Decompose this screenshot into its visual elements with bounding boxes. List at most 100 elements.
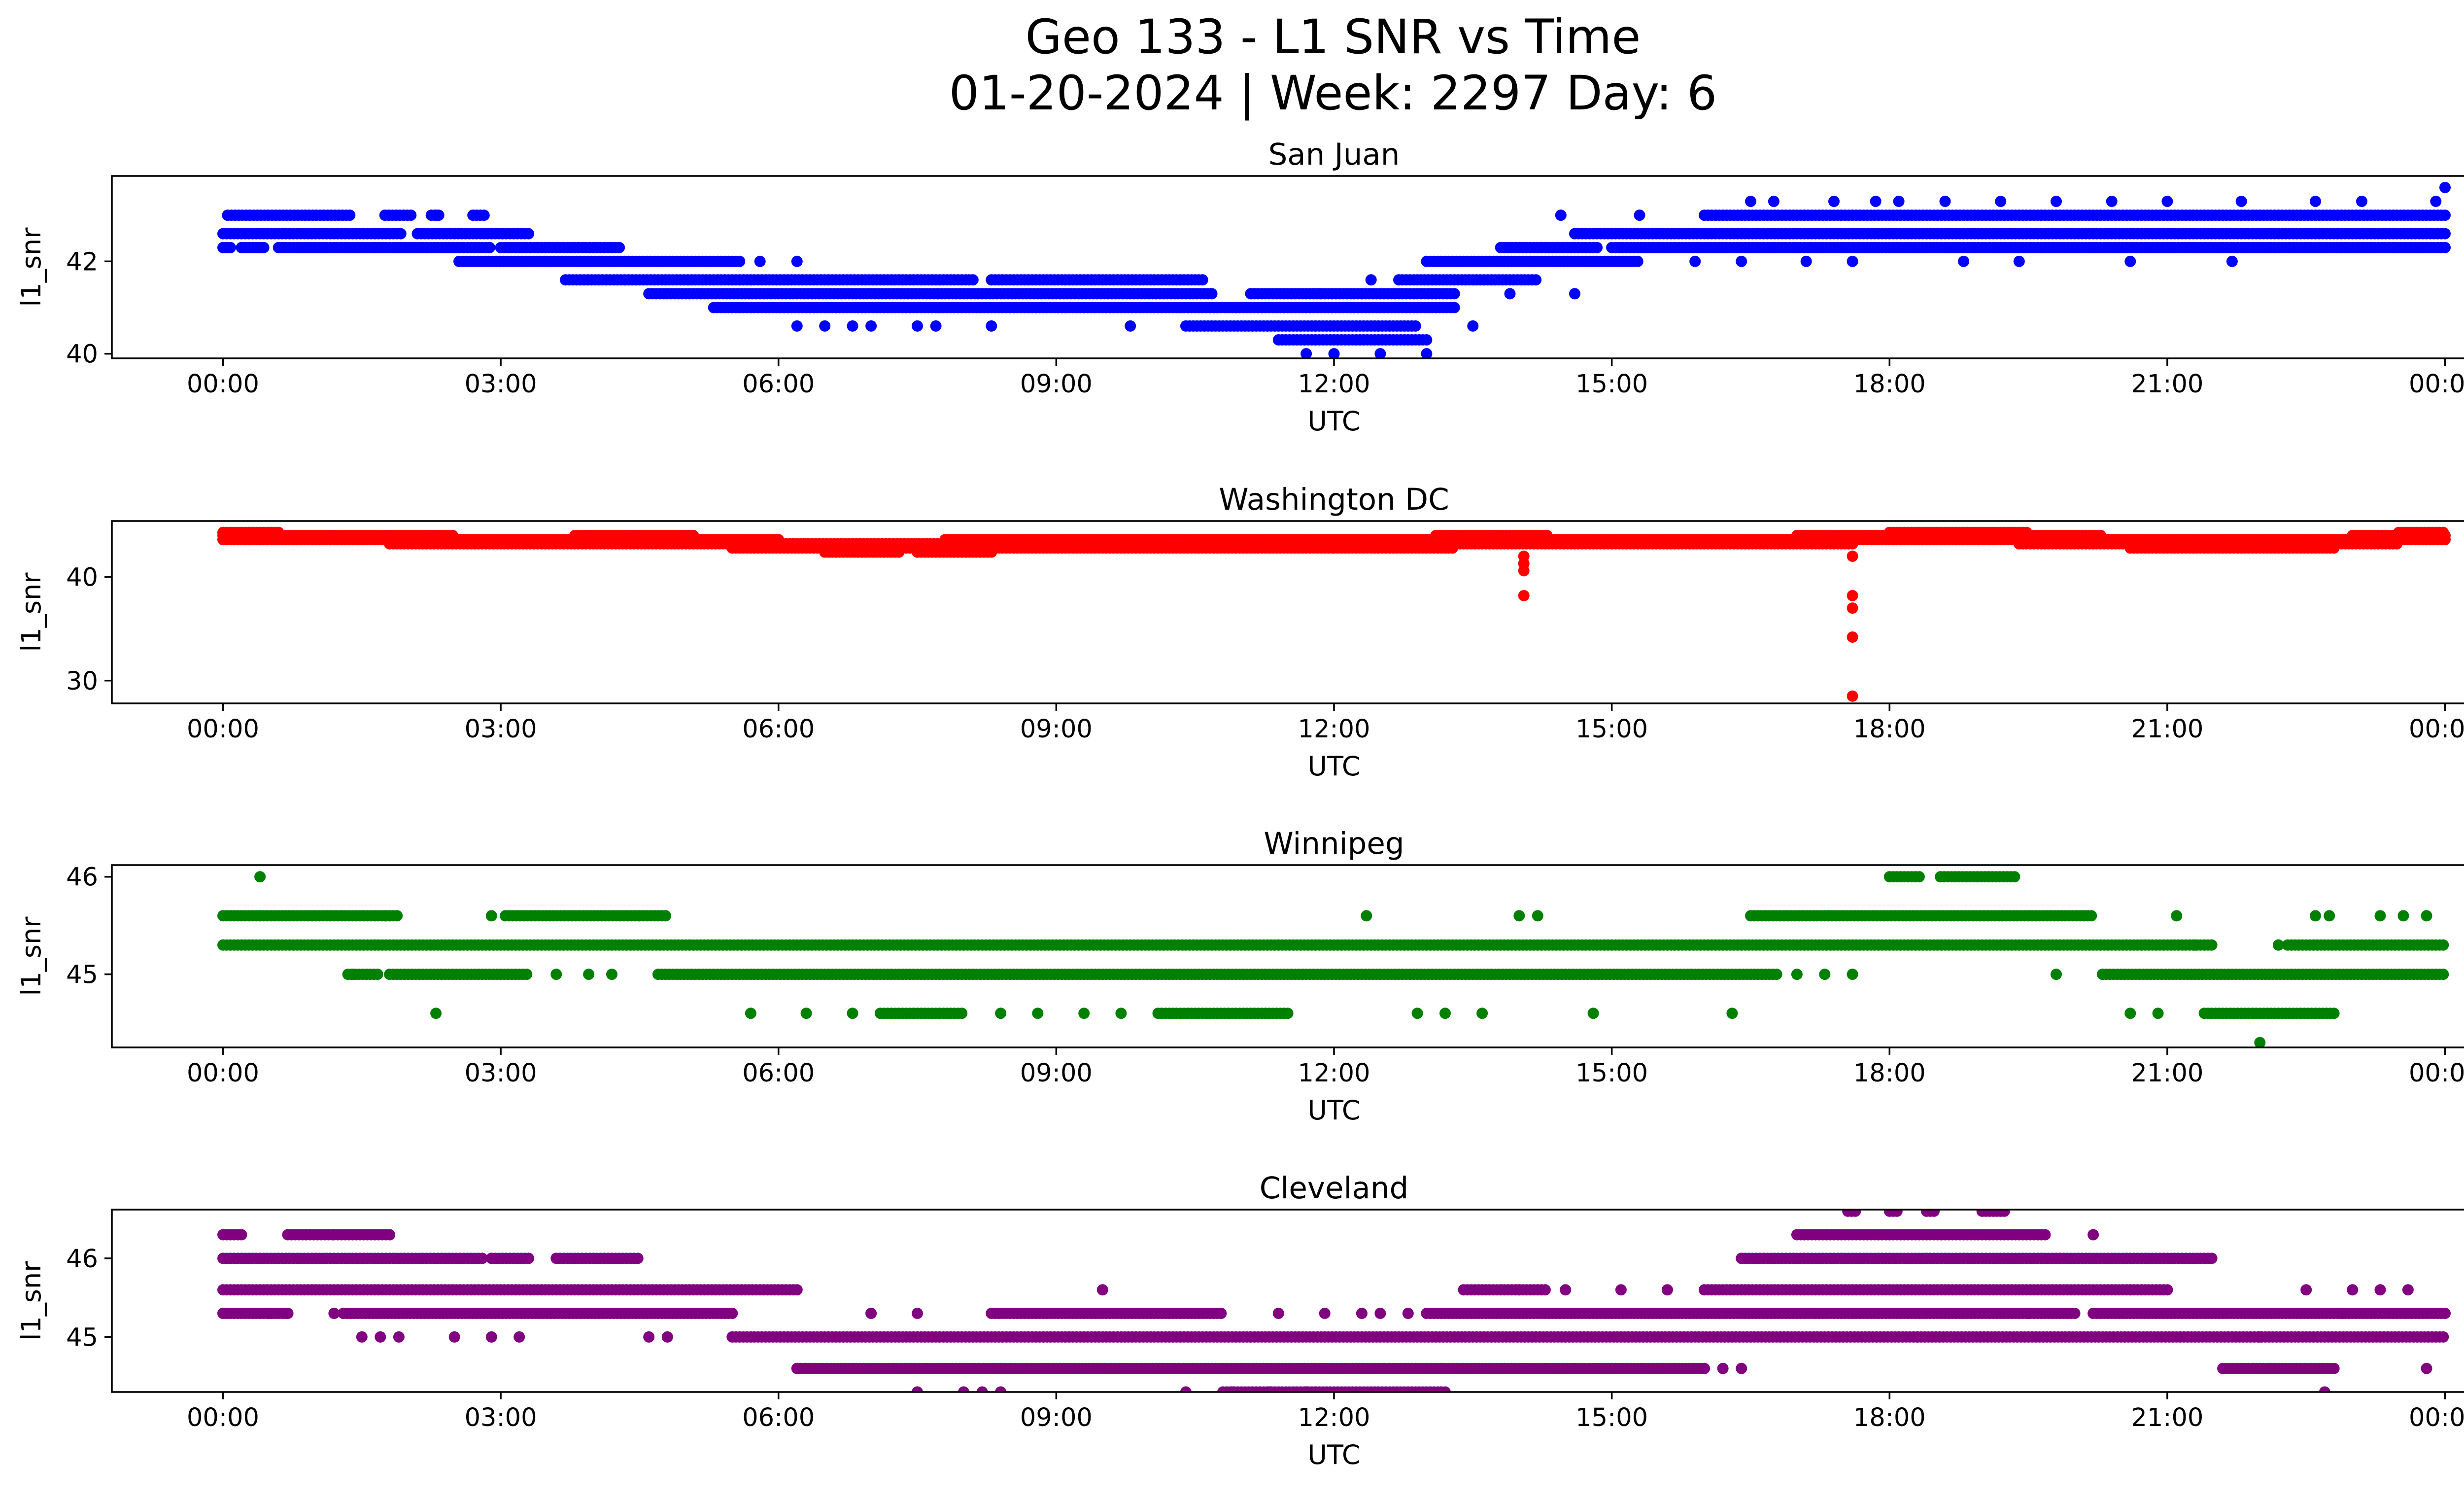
data-point: [1995, 196, 2007, 207]
data-point: [1439, 1008, 1451, 1019]
data-point: [2439, 242, 2451, 253]
data-point: [2051, 969, 2062, 980]
data-point: [1847, 590, 1858, 601]
data-point: [2310, 196, 2321, 207]
data-point: [1448, 288, 1460, 300]
data-point: [2324, 910, 2335, 922]
data-point: [430, 209, 442, 221]
data-point: [1913, 871, 1925, 883]
data-point: [1870, 196, 1882, 207]
data-point: [1032, 1008, 1044, 1019]
x-tick-label: 03:00: [465, 715, 537, 744]
data-point: [1726, 1008, 1738, 1019]
data-point: [1928, 1210, 1940, 1217]
data-point: [379, 910, 391, 922]
data-point: [1532, 910, 1543, 922]
data-point: [1745, 196, 1756, 207]
data-point: [1939, 196, 1951, 207]
data-point: [1891, 1210, 1903, 1217]
data-point: [2310, 910, 2321, 922]
data-point: [2328, 1008, 2340, 1019]
x-tick-label: 00:00: [187, 715, 259, 744]
data-point: [1847, 551, 1858, 562]
data-point: [1197, 274, 1208, 286]
data-point: [478, 209, 490, 221]
data-point: [395, 228, 407, 240]
data-points: [217, 181, 2451, 358]
data-point: [2171, 910, 2183, 922]
x-tick-label: 00:00: [2409, 1059, 2464, 1088]
x-tick-label: 18:00: [1853, 370, 1926, 399]
x-tick-label: 00:00: [2409, 715, 2464, 744]
data-point: [372, 969, 383, 980]
data-point: [1513, 910, 1525, 922]
data-point: [1300, 348, 1312, 358]
data-point: [865, 320, 877, 332]
x-tick-label: 21:00: [2131, 715, 2203, 744]
subplot-title: Cleveland: [1260, 1171, 1408, 1206]
data-point: [1847, 602, 1858, 614]
data-point: [986, 546, 997, 558]
data-point: [1847, 538, 1858, 550]
data-point: [2437, 969, 2449, 980]
y-tick-label: 46: [66, 863, 98, 892]
data-point: [236, 1229, 247, 1241]
data-point: [956, 1008, 968, 1019]
data-point: [405, 209, 417, 221]
data-point: [347, 969, 358, 980]
data-point: [606, 969, 617, 980]
data-point: [2086, 910, 2097, 922]
data-point: [523, 228, 534, 240]
data-point: [1411, 1008, 1423, 1019]
x-tick-label: 18:00: [1853, 715, 1926, 744]
data-point: [1530, 274, 1542, 286]
x-tick-label: 12:00: [1298, 715, 1370, 744]
x-tick-label: 12:00: [1298, 370, 1370, 399]
data-point: [893, 546, 905, 558]
x-axis-label: UTC: [1307, 751, 1360, 782]
x-tick-label: 06:00: [742, 370, 815, 399]
data-point: [2439, 181, 2451, 193]
data-point: [1447, 542, 1458, 554]
data-point: [1409, 320, 1421, 332]
x-tick-label: 15:00: [1575, 370, 1648, 399]
data-points: [217, 871, 2449, 1047]
subplot-title: Winnipeg: [1264, 826, 1404, 861]
data-point: [2254, 1037, 2266, 1047]
figure-title-line2: 01-20-2024 | Week: 2297 Day: 6: [949, 66, 1717, 121]
data-point: [1847, 690, 1858, 702]
data-point: [912, 320, 923, 332]
subplot-title: San Juan: [1268, 137, 1400, 172]
data-point: [1555, 209, 1567, 221]
data-point: [1476, 1008, 1488, 1019]
data-point: [1689, 255, 1701, 267]
data-point: [484, 242, 495, 253]
figure-title-line1: Geo 133 - L1 SNR vs Time: [1026, 9, 1641, 65]
data-point: [1078, 1008, 1090, 1019]
subplot-title: Washington DC: [1219, 482, 1449, 517]
data-point: [614, 242, 625, 253]
data-points: [217, 526, 2451, 702]
data-point: [2189, 939, 2201, 951]
x-tick-label: 21:00: [2131, 1059, 2203, 1088]
data-point: [2430, 196, 2442, 207]
data-point: [1591, 242, 1603, 253]
data-point: [1467, 320, 1479, 332]
data-point: [1569, 288, 1580, 300]
data-point: [847, 320, 858, 332]
x-tick-label: 18:00: [1853, 1059, 1926, 1088]
data-point: [1791, 969, 1803, 980]
data-point: [1421, 348, 1433, 358]
data-point: [986, 320, 997, 332]
data-point: [1828, 196, 1840, 207]
data-point: [384, 1229, 396, 1241]
data-point: [1328, 348, 1340, 358]
data-point: [2397, 910, 2409, 922]
data-point: [967, 274, 979, 286]
data-point: [583, 969, 595, 980]
x-tick-label: 00:00: [187, 370, 259, 399]
